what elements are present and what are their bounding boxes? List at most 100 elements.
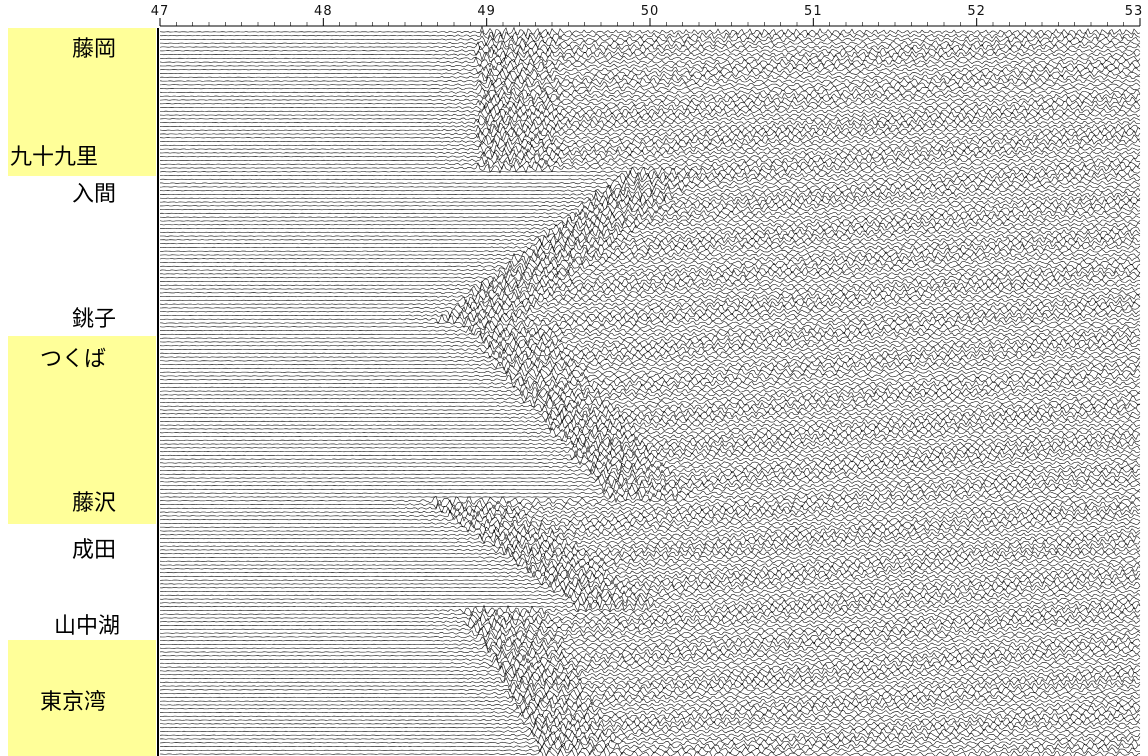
seismic-trace — [159, 514, 1141, 525]
seismic-trace — [159, 211, 1141, 223]
station-label-tokyo-bay: 東京湾 — [40, 690, 107, 715]
seismic-trace — [159, 710, 1141, 722]
seismic-trace — [159, 359, 1141, 371]
seismic-trace — [159, 295, 1141, 306]
seismic-trace — [159, 528, 1141, 541]
x-tick-label: 49 — [477, 4, 496, 19]
station-label-fujisawa: 藤沢 — [72, 491, 117, 516]
seismic-trace — [159, 185, 1141, 197]
seismic-trace — [159, 654, 1141, 666]
seismic-trace — [159, 124, 1141, 136]
seismic-trace — [159, 680, 1141, 693]
x-tick-label: 47 — [151, 4, 170, 19]
seismic-trace — [159, 109, 1141, 120]
seismic-trace — [159, 445, 1141, 458]
x-tick-label: 50 — [641, 4, 660, 19]
seismic-trace — [159, 424, 1141, 434]
seismic-trace — [159, 71, 1141, 83]
seismic-trace — [159, 151, 1141, 163]
seismic-trace — [159, 547, 1141, 560]
seismic-trace — [159, 442, 1141, 453]
seismic-trace — [159, 748, 1141, 756]
seismic-trace — [159, 313, 1141, 325]
seismic-trace — [160, 438, 1141, 450]
seismic-trace — [159, 430, 1141, 443]
x-tick-label: 53 — [1125, 4, 1144, 19]
seismic-trace — [159, 502, 1141, 514]
seismic-trace — [159, 215, 1141, 227]
seismic-trace — [159, 526, 1141, 537]
station-label-tsukuba: つくば — [40, 347, 107, 372]
station-label-iruma: 入間 — [72, 182, 117, 207]
seismic-trace — [159, 181, 1141, 193]
seismic-trace — [159, 366, 1141, 377]
seismic-trace — [159, 744, 1141, 756]
seismic-trace — [159, 737, 1141, 748]
seismic-trace — [159, 317, 1141, 329]
seismic-trace — [159, 699, 1141, 710]
seismic-trace — [159, 64, 1141, 76]
seismic-trace — [159, 370, 1141, 382]
seismic-trace — [159, 703, 1141, 715]
seismic-trace — [159, 559, 1141, 571]
seismic-trace — [159, 631, 1141, 643]
seismic-trace — [159, 404, 1141, 416]
seismic-trace — [159, 94, 1141, 106]
seismic-trace — [159, 635, 1141, 647]
seismic-trace — [159, 480, 1141, 492]
seismic-trace — [159, 336, 1141, 348]
seismic-trace — [160, 458, 1141, 469]
seismic-trace — [160, 706, 1141, 718]
seismic-trace — [159, 143, 1141, 155]
seismic-trace — [159, 173, 1141, 185]
seismic-trace — [159, 162, 1141, 174]
seismic-trace — [159, 245, 1141, 257]
seismic-trace — [159, 726, 1141, 738]
seismic-trace — [159, 577, 1141, 590]
seismic-trace — [159, 733, 1141, 745]
station-label-narita: 成田 — [72, 538, 117, 563]
seismic-trace — [159, 177, 1141, 189]
seismic-trace — [159, 507, 1141, 517]
seismic-trace — [159, 386, 1141, 398]
seismic-trace — [159, 400, 1141, 412]
seismic-trace — [159, 551, 1141, 563]
seismic-trace — [159, 419, 1141, 432]
seismic-trace — [159, 589, 1141, 601]
seismic-trace — [159, 97, 1141, 109]
seismic-trace — [159, 350, 1141, 363]
seismic-trace — [159, 730, 1141, 741]
seismic-trace — [160, 518, 1141, 529]
seismic-trace — [159, 676, 1141, 688]
seismic-trace — [159, 499, 1141, 511]
seismic-trace — [159, 563, 1141, 575]
seismic-trace — [159, 382, 1141, 392]
seismic-trace — [159, 449, 1141, 461]
seismic-trace — [159, 454, 1141, 466]
seismic-trace — [159, 378, 1141, 390]
seismic-trace — [159, 495, 1141, 507]
x-tick-label: 48 — [314, 4, 333, 19]
seismic-trace — [159, 715, 1141, 726]
seismic-trace — [159, 189, 1141, 200]
seismic-trace — [159, 348, 1141, 360]
seismic-trace — [159, 37, 1141, 49]
seismic-trace — [159, 121, 1141, 132]
seismic-trace — [159, 34, 1141, 46]
seismic-trace — [159, 273, 1141, 283]
station-label-fujioka: 藤岡 — [72, 37, 117, 62]
seismic-trace — [159, 665, 1141, 676]
seismic-trace — [159, 567, 1141, 579]
seismic-trace — [159, 340, 1141, 352]
seismic-trace — [159, 540, 1141, 552]
x-axis: 47 48 49 50 51 52 53 — [151, 4, 1144, 27]
group-band-tokyo-bay — [8, 640, 156, 756]
seismic-trace — [159, 154, 1141, 166]
seismic-trace — [159, 135, 1141, 147]
seismic-trace — [159, 204, 1141, 216]
seismic-trace — [159, 30, 1141, 41]
seismic-trace — [159, 235, 1141, 246]
seismic-trace — [159, 657, 1141, 669]
seismic-trace — [159, 60, 1141, 72]
seismic-trace — [159, 260, 1141, 272]
